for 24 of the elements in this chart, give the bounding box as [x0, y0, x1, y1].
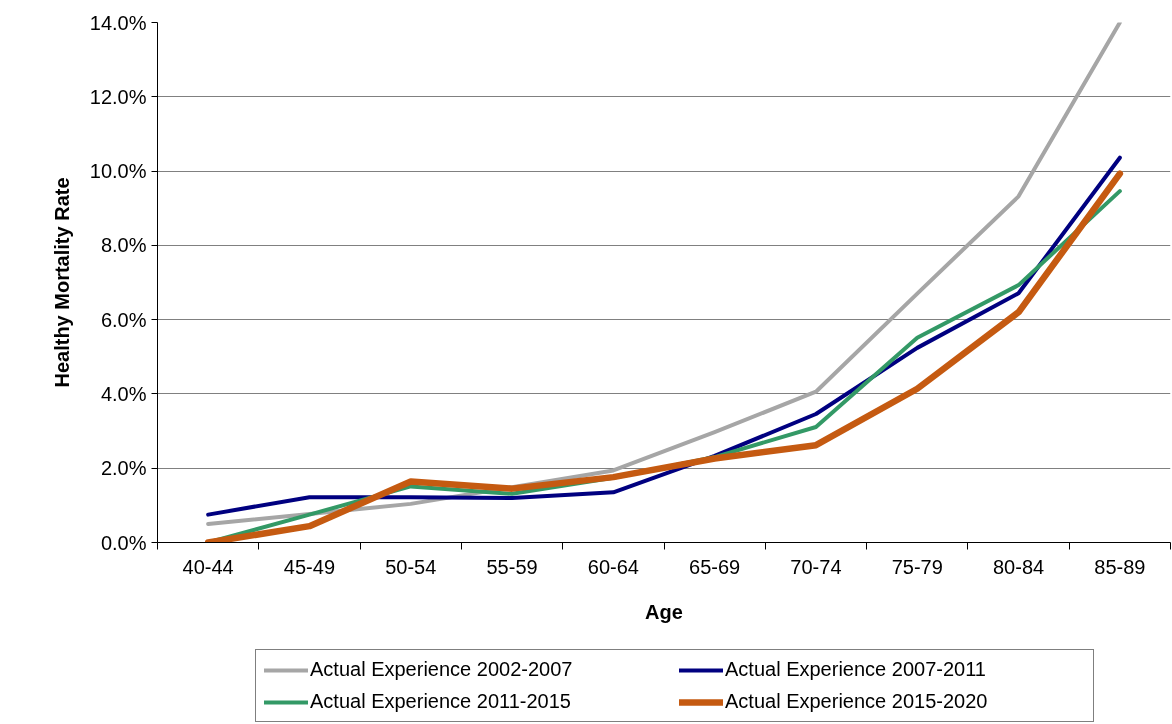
y-tick-label: 0.0%	[100, 531, 147, 554]
x-tick-label: 85-89	[1094, 555, 1146, 578]
x-axis-title: Age	[645, 600, 683, 623]
x-tick-label: 50-54	[385, 555, 437, 578]
y-tick-label: 6.0%	[100, 308, 147, 331]
y-axis-title: Healthy Mortality Rate	[50, 177, 73, 388]
legend-label: Actual Experience 2011-2015	[310, 690, 572, 713]
y-tick-label: 4.0%	[100, 382, 147, 405]
legend-label: Actual Experience 2002-2007	[310, 658, 574, 681]
x-tick-label: 45-49	[283, 555, 336, 578]
y-tick-label: 12.0%	[89, 85, 147, 108]
x-tick-label: 60-64	[587, 555, 639, 578]
y-tick-label: 14.0%	[89, 11, 147, 34]
y-tick-label: 8.0%	[100, 234, 147, 257]
x-tick-label: 65-69	[689, 555, 741, 578]
x-tick-label: 55-59	[486, 555, 538, 578]
legend-label: Actual Experience 2007-2011	[725, 658, 987, 681]
x-tick-label: 80-84	[992, 555, 1045, 578]
y-tick-label: 10.0%	[89, 160, 147, 183]
y-tick-label: 2.0%	[100, 457, 147, 480]
x-tick-label: 75-79	[891, 555, 943, 578]
legend-label: Actual Experience 2015-2020	[725, 690, 989, 713]
x-tick-label: 70-74	[790, 555, 842, 578]
x-tick-label: 40-44	[182, 555, 234, 578]
